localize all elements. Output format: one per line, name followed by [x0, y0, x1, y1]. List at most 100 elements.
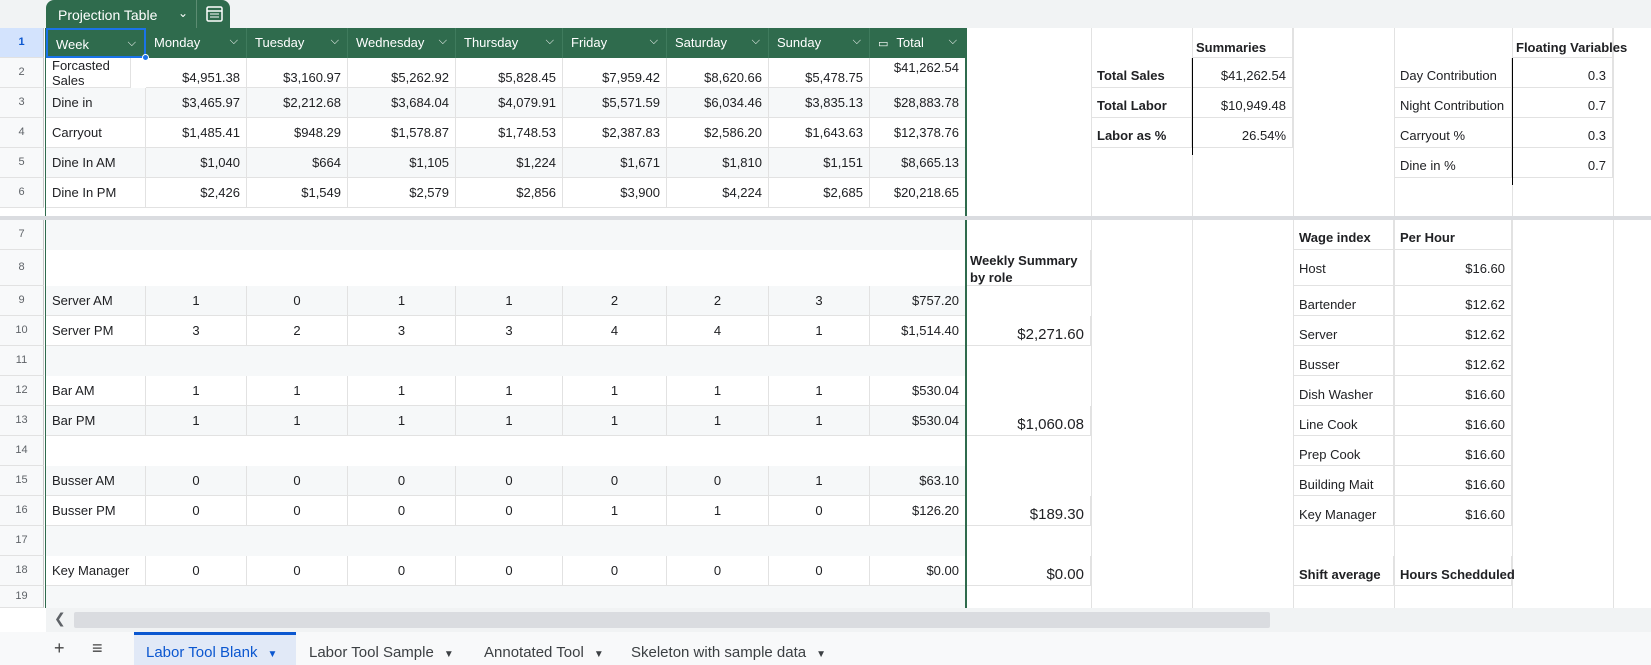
summary-value[interactable]: $10,949.48 [1192, 88, 1293, 118]
staff-count-cell[interactable]: 1 [456, 376, 563, 406]
staff-count-cell[interactable]: $530.04 [870, 376, 966, 406]
staff-count-cell[interactable]: 2 [563, 286, 667, 316]
staff-row-label[interactable]: Busser PM [46, 496, 146, 526]
chevron-down-icon[interactable]: ⌵ [229, 35, 238, 47]
wage-role-label[interactable]: Prep Cook [1293, 436, 1394, 466]
sales-value-cell[interactable]: $2,426 [146, 178, 247, 208]
wage-rate-value[interactable]: $16.60 [1394, 436, 1512, 466]
staff-count-cell[interactable]: 1 [667, 406, 769, 436]
staff-count-cell[interactable]: 1 [247, 376, 348, 406]
chevron-down-icon[interactable]: ⌵ [649, 35, 658, 47]
staff-count-cell[interactable]: 1 [146, 376, 247, 406]
wage-role-label[interactable]: Line Cook [1293, 406, 1394, 436]
staff-count-cell[interactable]: 3 [348, 316, 456, 346]
wage-rate-value[interactable]: $16.60 [1394, 406, 1512, 436]
sales-value-cell[interactable]: $3,900 [563, 178, 667, 208]
column-header-friday[interactable]: Friday ⌵ [563, 28, 667, 58]
wage-role-label[interactable]: Dish Washer [1293, 376, 1394, 406]
staff-count-cell[interactable]: 1 [348, 376, 456, 406]
staff-count-cell[interactable]: 3 [146, 316, 247, 346]
table-view-icon[interactable] [196, 0, 230, 28]
staff-count-cell[interactable]: 0 [146, 556, 247, 586]
staff-count-cell[interactable]: 4 [667, 316, 769, 346]
staff-count-cell[interactable]: 1 [456, 406, 563, 436]
wage-rate-value[interactable]: $16.60 [1394, 376, 1512, 406]
column-header-monday[interactable]: Monday ⌵ [146, 28, 247, 58]
staff-count-cell[interactable]: 1 [146, 406, 247, 436]
sales-value-cell[interactable]: $3,684.04 [348, 88, 456, 118]
chevron-left-icon[interactable]: ❮ [54, 610, 66, 626]
table-name-tab[interactable]: Projection Table ⌄ [46, 0, 230, 28]
sales-value-cell[interactable]: $1,810 [667, 148, 769, 178]
staff-count-cell[interactable]: 1 [348, 406, 456, 436]
column-header-saturday[interactable]: Saturday ⌵ [667, 28, 769, 58]
row-header[interactable]: 19 [0, 586, 44, 608]
shift-average-header[interactable]: Shift average [1293, 556, 1394, 586]
floating-label[interactable]: Day Contribution [1394, 58, 1512, 88]
staff-count-cell[interactable]: 0 [348, 496, 456, 526]
sales-value-cell[interactable]: $8,665.13 [870, 148, 966, 178]
summary-label[interactable]: Total Sales [1091, 58, 1192, 88]
row-header[interactable]: 7 [0, 220, 44, 250]
summary-value[interactable]: 26.54% [1192, 118, 1293, 148]
staff-count-cell[interactable]: $63.10 [870, 466, 966, 496]
caret-down-icon[interactable]: ▼ [816, 649, 827, 660]
row-header[interactable]: 3 [0, 88, 44, 118]
sales-value-cell[interactable]: $4,224 [667, 178, 769, 208]
sales-value-cell[interactable]: $41,262.54 [870, 58, 966, 88]
wage-rate-value[interactable]: $12.62 [1394, 286, 1512, 316]
staff-count-cell[interactable]: 1 [769, 316, 870, 346]
row-header[interactable]: 2 [0, 58, 44, 88]
sales-value-cell[interactable]: $2,586.20 [667, 118, 769, 148]
staff-count-cell[interactable]: $757.20 [870, 286, 966, 316]
sales-row-label[interactable]: Carryout [46, 118, 146, 148]
row-header[interactable]: 14 [0, 436, 44, 466]
wage-role-label[interactable]: Server [1293, 316, 1394, 346]
floating-value[interactable]: 0.7 [1512, 88, 1613, 118]
floating-value[interactable]: 0.3 [1512, 118, 1613, 148]
sales-value-cell[interactable]: $2,387.83 [563, 118, 667, 148]
sales-value-cell[interactable]: $2,856 [456, 178, 563, 208]
hours-scheduled-header[interactable]: Hours Schedduled [1394, 556, 1515, 586]
sales-value-cell[interactable]: $5,262.92 [348, 58, 456, 88]
row-header[interactable]: 18 [0, 556, 44, 586]
chevron-down-icon[interactable]: ⌵ [751, 35, 760, 47]
sales-row-label[interactable]: Dine in [46, 88, 146, 118]
staff-count-cell[interactable]: 0 [667, 466, 769, 496]
sales-value-cell[interactable]: $1,578.87 [348, 118, 456, 148]
staff-count-cell[interactable]: 1 [563, 496, 667, 526]
selection-handle[interactable] [142, 54, 149, 61]
column-header-wednesday[interactable]: Wednesday ⌵ [348, 28, 456, 58]
chevron-down-icon[interactable]: ⌵ [438, 35, 447, 47]
floating-title[interactable]: Floating Variables [1512, 28, 1627, 58]
table-name-button[interactable]: Projection Table ⌄ [46, 0, 196, 28]
plus-icon[interactable]: + [54, 638, 65, 658]
sales-value-cell[interactable]: $4,951.38 [146, 58, 247, 88]
floating-label[interactable]: Dine in % [1394, 148, 1512, 178]
staff-count-cell[interactable]: 0 [563, 556, 667, 586]
staff-count-cell[interactable]: 3 [456, 316, 563, 346]
chevron-down-icon[interactable]: ⌵ [330, 35, 339, 47]
staff-count-cell[interactable]: 4 [563, 316, 667, 346]
sales-value-cell[interactable]: $3,160.97 [247, 58, 348, 88]
sheet-tab[interactable]: Labor Tool Blank ▼ [134, 632, 296, 665]
staff-count-cell[interactable]: 0 [247, 286, 348, 316]
wage-rate-value[interactable]: $12.62 [1394, 316, 1512, 346]
staff-count-cell[interactable]: 0 [146, 496, 247, 526]
row-header[interactable]: 17 [0, 526, 44, 556]
staff-row-label[interactable]: Bar AM [46, 376, 146, 406]
sales-value-cell[interactable]: $12,378.76 [870, 118, 966, 148]
sales-value-cell[interactable]: $948.29 [247, 118, 348, 148]
wage-rate-value[interactable]: $16.60 [1394, 466, 1512, 496]
sales-row-label[interactable]: Forcasted Sales [46, 58, 131, 88]
row-header[interactable]: 4 [0, 118, 44, 148]
sales-value-cell[interactable]: $5,828.45 [456, 58, 563, 88]
floating-value[interactable]: 0.7 [1512, 148, 1613, 178]
row-header[interactable]: 13 [0, 406, 44, 436]
weekly-summary-value[interactable]: $2,271.60 [966, 316, 1091, 346]
staff-count-cell[interactable]: 1 [146, 286, 247, 316]
row-header[interactable]: 8 [0, 250, 44, 286]
sales-value-cell[interactable]: $1,040 [146, 148, 247, 178]
floating-label[interactable]: Night Contribution [1394, 88, 1512, 118]
horizontal-scrollbar[interactable]: ❮ [46, 608, 1651, 632]
